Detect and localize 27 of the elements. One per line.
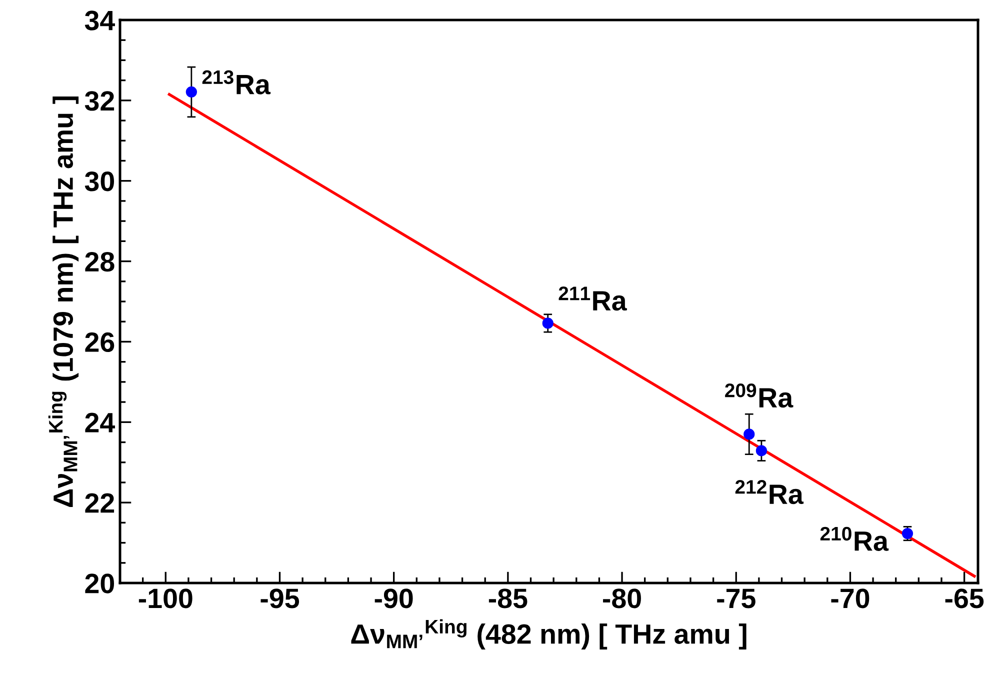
y-tick-label: 32 (84, 91, 114, 111)
x-tick-label: -85 (488, 588, 528, 608)
x-tick-label: -75 (717, 588, 756, 608)
annotation: $^{210}$Ra (820, 526, 889, 551)
x-tick-label: -70 (831, 588, 870, 608)
y-tick-label: 30 (84, 172, 114, 192)
annotation: $^{209}$Ra (725, 384, 794, 408)
annotation: $^{211}$Ra (558, 286, 627, 311)
y-tick-label: 26 (85, 332, 114, 352)
y-axis-title: Δν$_{MM’}$$^{King}$ (1079 nm) [ THz amu ] (48, 96, 79, 508)
point (744, 428, 755, 440)
x-tick-label: -90 (374, 588, 413, 608)
x-tick-label: -95 (260, 588, 300, 608)
y-tick-label: 28 (85, 252, 114, 272)
y-tick-label: 34 (84, 10, 115, 30)
annotation: $^{212}$Ra (735, 480, 804, 504)
annotation: $^{213}$Ra (202, 70, 271, 94)
y-tick-label: 20 (85, 574, 114, 594)
point (756, 445, 767, 456)
y-tick-label: 22 (85, 493, 114, 513)
point (186, 86, 197, 98)
x-tick-label: -80 (603, 588, 641, 608)
point (542, 318, 554, 329)
x-tick-label: -100 (138, 588, 192, 608)
x-tick-label: -65 (945, 588, 984, 608)
x-axis-title: Δν$_{MM’}$$^{King}$ (482 nm) [ THz amu ] (351, 619, 746, 650)
y-tick-label: 24 (85, 412, 115, 432)
